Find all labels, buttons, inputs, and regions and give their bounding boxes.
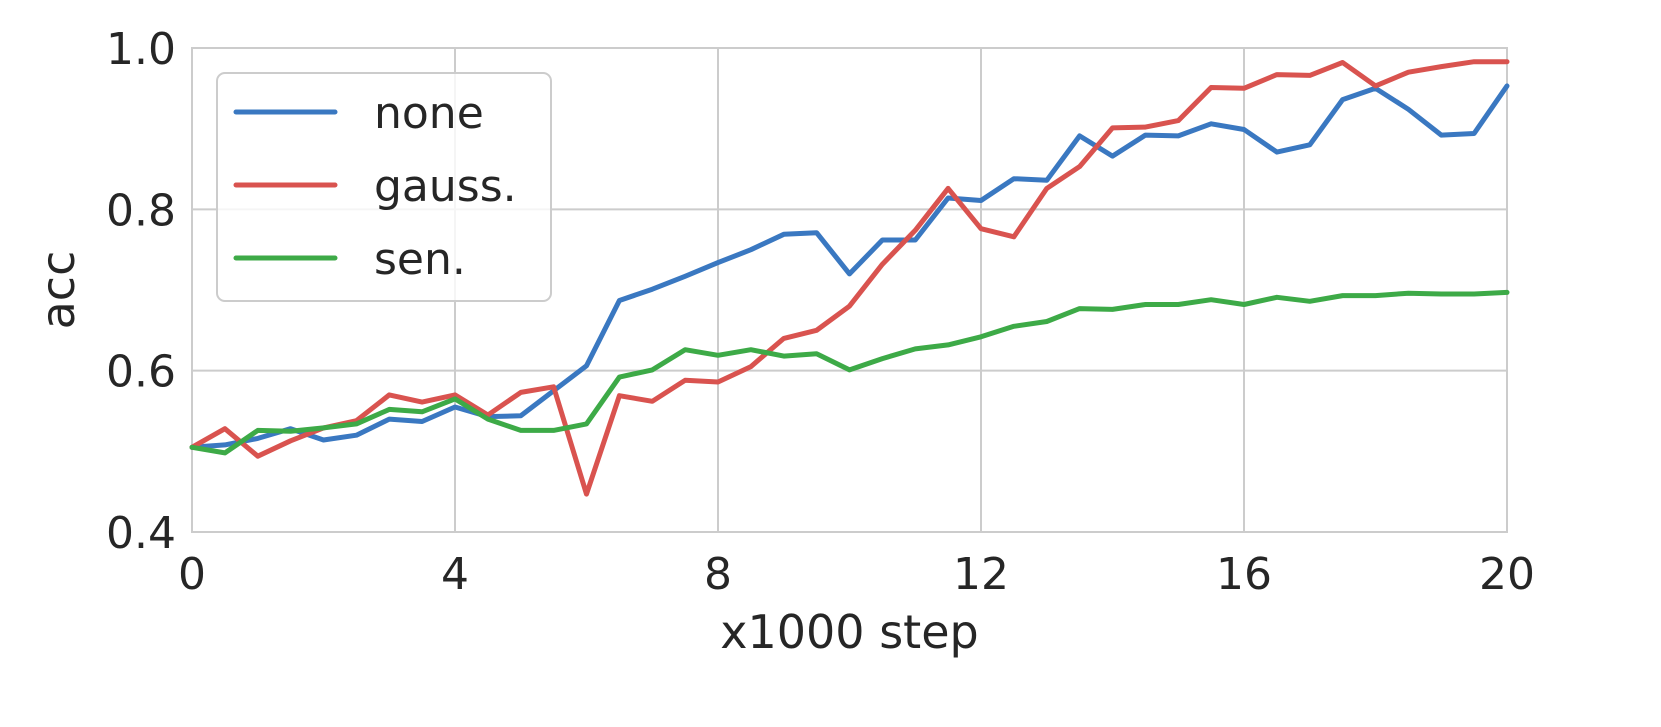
legend-box xyxy=(216,72,552,302)
y-tick-label: 0.6 xyxy=(106,347,176,398)
legend-item-none: none xyxy=(233,88,484,139)
x-tick-label: 16 xyxy=(1216,549,1272,600)
series-line-gauss xyxy=(189,59,1510,497)
x-tick-label: 12 xyxy=(953,549,1009,600)
x-tick-label: 0 xyxy=(178,549,206,600)
legend-label: none xyxy=(374,88,484,139)
y-tick-label: 0.8 xyxy=(106,185,176,236)
x-tick-label: 8 xyxy=(704,549,732,600)
series-lines xyxy=(189,59,1510,497)
tick-labels: 0 4 8 12 16 20 0.4 0.6 0.8 1.0 xyxy=(106,24,1535,600)
y-tick-label: 0.4 xyxy=(106,508,176,559)
x-tick-label: 20 xyxy=(1479,549,1535,600)
legend-label: gauss. xyxy=(374,161,517,212)
x-tick-label: 4 xyxy=(441,549,469,600)
legend-label: sen. xyxy=(374,234,466,285)
x-axis-label: x1000 step xyxy=(720,605,978,659)
y-tick-label: 1.0 xyxy=(106,24,176,75)
legend-item-gauss: gauss. xyxy=(233,161,517,212)
series-line-none xyxy=(189,83,1510,450)
legend-item-sen: sen. xyxy=(233,234,466,285)
legend: none gauss. sen. xyxy=(216,72,552,302)
y-axis-label: acc xyxy=(31,251,85,330)
series-line-sen xyxy=(189,289,1510,456)
